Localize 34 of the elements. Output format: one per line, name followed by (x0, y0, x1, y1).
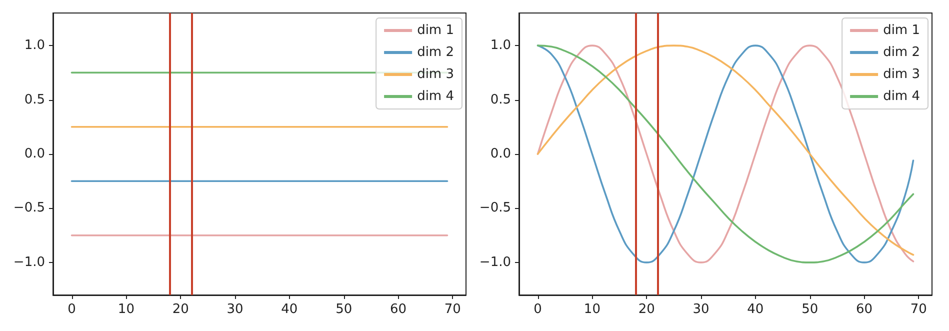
legend-label: dim 2 (883, 45, 920, 60)
y-tick-label: 1.0 (490, 38, 511, 54)
legend-label: dim 3 (883, 67, 920, 82)
y-tick-label: −0.5 (479, 200, 511, 216)
x-tick-label: 0 (68, 302, 76, 317)
y-tick-label: 0.5 (490, 92, 511, 108)
x-tick-label: 10 (584, 302, 600, 317)
x-tick-label: 60 (390, 302, 407, 317)
legend-label: dim 4 (883, 89, 920, 104)
y-tick-label: −0.5 (13, 200, 45, 216)
legend-label: dim 1 (417, 23, 454, 38)
x-tick-label: 20 (638, 302, 655, 317)
x-tick-label: 70 (910, 302, 927, 317)
legend-label: dim 4 (417, 89, 454, 104)
x-tick-label: 50 (802, 302, 818, 317)
x-tick-label: 30 (226, 302, 244, 317)
y-tick-label: 1.0 (24, 38, 45, 54)
x-tick-label: 0 (534, 302, 542, 317)
x-tick-label: 20 (172, 302, 189, 317)
legend-label: dim 1 (883, 23, 920, 38)
y-tick-label: −1.0 (479, 254, 511, 270)
x-tick-label: 70 (444, 302, 461, 317)
y-tick-label: 0.0 (24, 146, 45, 162)
x-tick-label: 40 (281, 302, 298, 317)
y-tick-label: −1.0 (13, 254, 45, 270)
legend-label: dim 3 (417, 67, 454, 82)
legend-label: dim 2 (417, 45, 454, 60)
x-tick-label: 40 (747, 302, 764, 317)
x-tick-label: 60 (856, 302, 873, 317)
x-tick-label: 30 (692, 302, 710, 317)
y-tick-label: 0.0 (490, 146, 511, 162)
x-tick-label: 50 (336, 302, 352, 317)
y-tick-label: 0.5 (24, 92, 45, 108)
x-tick-label: 10 (118, 302, 134, 317)
